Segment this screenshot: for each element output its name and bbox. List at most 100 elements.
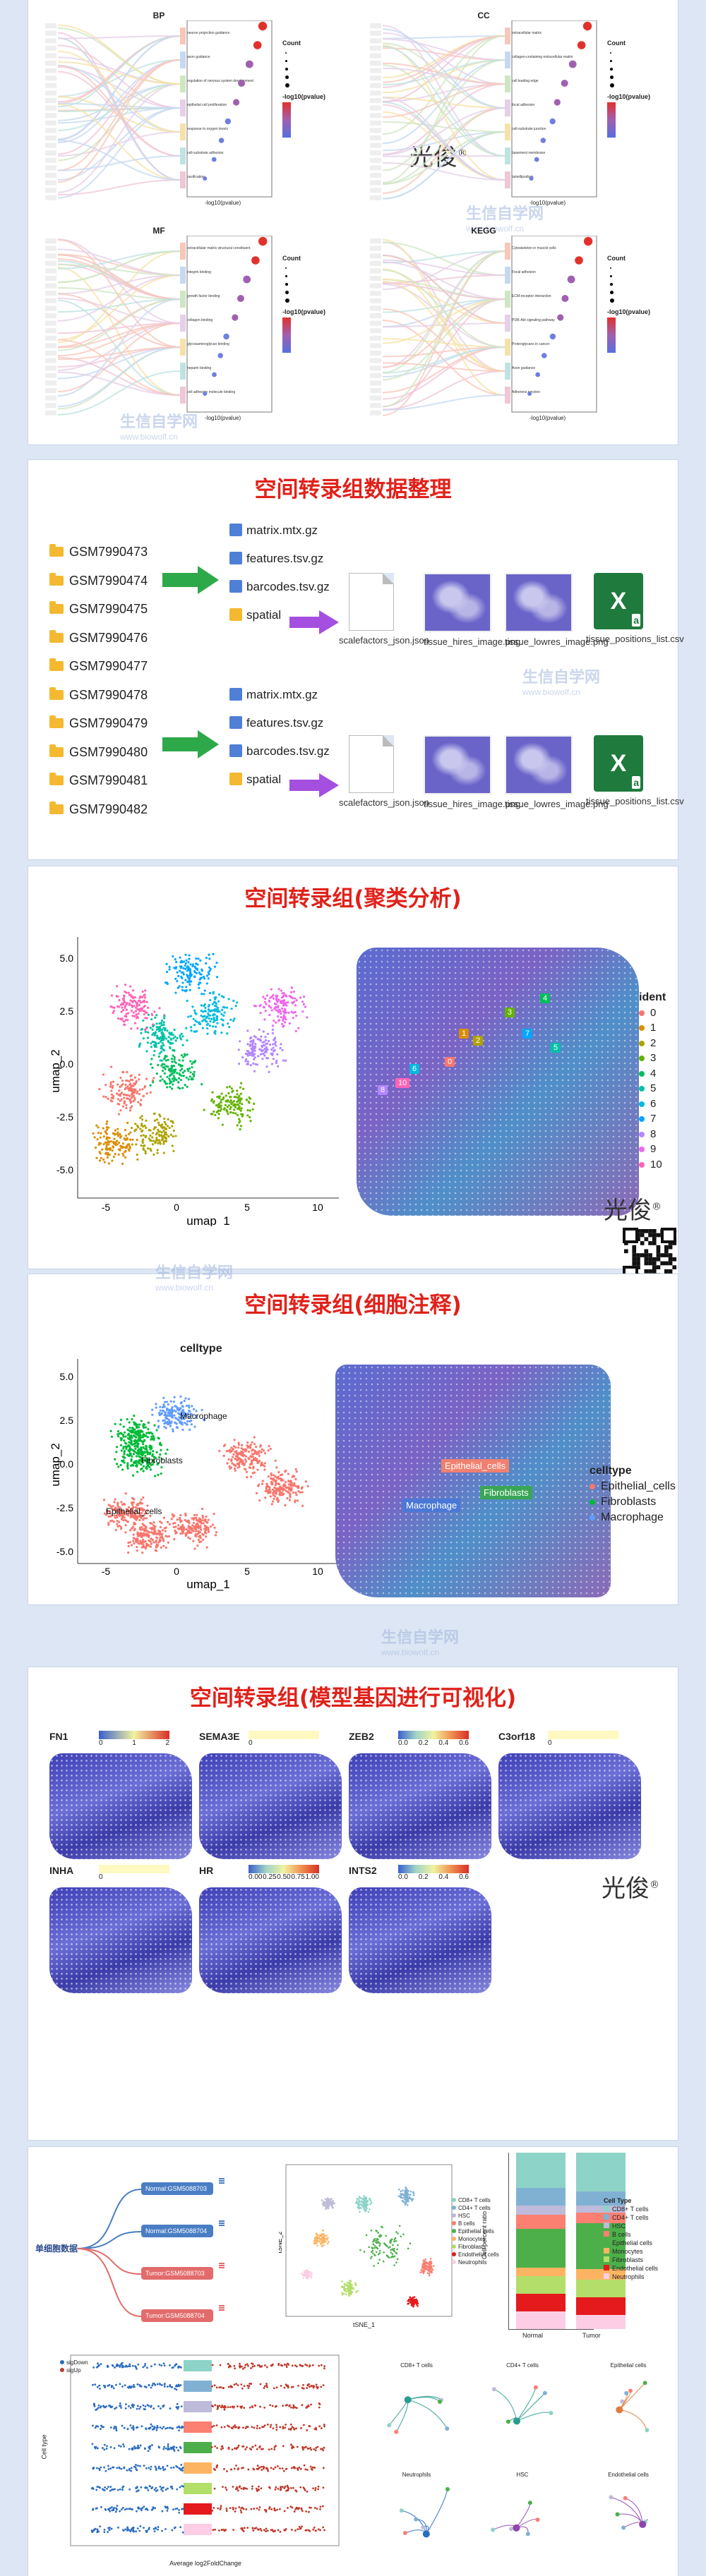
cell-point <box>111 1159 114 1162</box>
gene-label-box <box>45 276 56 281</box>
cell-point <box>258 1038 262 1041</box>
gene-label-box <box>370 165 381 171</box>
cell-point <box>165 1401 169 1403</box>
cell-point <box>236 1093 239 1096</box>
gene-label-box <box>370 313 381 318</box>
term-band <box>505 387 510 404</box>
cell-point <box>140 1115 143 1118</box>
ident-legend-item: 10 <box>639 1157 666 1173</box>
cell-point <box>127 1087 130 1090</box>
ident-label: 9 <box>650 1143 657 1155</box>
cell-point <box>239 1040 241 1043</box>
sample-group: Tumor:GSM5088704 <box>141 2309 213 2322</box>
gene-scale-tick: 0.4 <box>438 1873 449 1881</box>
volcano-point-up <box>214 2404 217 2407</box>
cell-point <box>162 1142 165 1145</box>
sample-list: GSM7990473 GSM7990474 GSM7990475 GSM7990476… <box>49 538 148 823</box>
cell-point <box>164 1427 167 1429</box>
cell-point <box>222 1108 226 1111</box>
cell-point <box>138 1448 140 1451</box>
volcano-point-up <box>297 2384 299 2387</box>
cell-point <box>278 1488 281 1491</box>
cell-point <box>164 1422 168 1425</box>
volcano-point-down <box>130 2385 133 2388</box>
cell-point <box>203 977 206 980</box>
sample-name: GSM7990475 <box>69 602 148 616</box>
gene-scale-tick: 0 <box>548 1739 552 1747</box>
sankey-link <box>57 250 181 284</box>
cell-point <box>166 1417 169 1420</box>
tsne-point <box>396 2248 398 2251</box>
tsne-point <box>430 2262 433 2264</box>
cell-point <box>184 1054 186 1057</box>
cell-point <box>171 1042 174 1045</box>
cell-point <box>282 1479 285 1482</box>
qr-module <box>644 1261 649 1266</box>
cell-point <box>249 1444 252 1446</box>
cell-point <box>135 1143 138 1146</box>
cell-point <box>138 1516 141 1518</box>
cell-point <box>166 1449 169 1451</box>
cell-point <box>238 1121 241 1124</box>
cell-point <box>179 1420 182 1423</box>
tsne-point <box>350 2286 353 2289</box>
cell-point <box>171 1087 174 1090</box>
cell-point <box>126 1508 129 1511</box>
volcano-point-down <box>110 2385 113 2387</box>
qr-module <box>632 1249 637 1254</box>
volcano-point-up <box>313 2448 316 2450</box>
cell-point <box>167 1541 169 1544</box>
cell-point <box>178 969 181 972</box>
cell-point <box>114 1152 116 1156</box>
cell-point <box>157 1473 160 1476</box>
cell-point <box>201 1507 204 1511</box>
cell-point <box>174 1068 177 1071</box>
cell-point <box>205 982 208 985</box>
cell-point <box>144 1540 147 1543</box>
volcano-point-up <box>295 2407 298 2409</box>
cell-point <box>140 1467 143 1470</box>
cluster-label: 1 <box>459 1029 469 1039</box>
cell-point <box>179 1063 182 1067</box>
cell-point <box>162 1044 165 1047</box>
volcano-point-up <box>287 2362 289 2365</box>
gene-label-box <box>370 291 381 296</box>
volcano-point-down <box>151 2428 154 2431</box>
cell-point <box>167 1419 171 1422</box>
sankey-link <box>382 298 505 408</box>
archive-icon <box>229 688 242 701</box>
cell-point <box>167 1415 169 1417</box>
volcano-point-down <box>156 2383 159 2385</box>
tsne-point <box>400 2235 402 2237</box>
sample-folder: GSM7990479 <box>49 709 148 738</box>
cell-point <box>140 1420 143 1422</box>
cell-point <box>152 1461 156 1463</box>
volcano-point-up <box>244 2427 247 2429</box>
gene-scale-tick: 0.2 <box>418 1873 429 1881</box>
cell-point <box>160 1521 163 1524</box>
cell-point <box>272 1494 275 1496</box>
term-band <box>505 75 510 92</box>
cell-point <box>147 1031 150 1034</box>
cell-point <box>152 1139 155 1142</box>
cell-point <box>230 1008 233 1010</box>
cell-point <box>121 1142 124 1145</box>
sankey-link <box>382 107 505 156</box>
cell-point <box>128 1138 132 1141</box>
tsne-point <box>320 2242 322 2244</box>
cell-point <box>155 1042 157 1046</box>
cell-point <box>202 1533 205 1536</box>
qr-module <box>648 1233 652 1238</box>
cell-point <box>187 961 190 964</box>
sample-branch-box <box>219 2225 225 2226</box>
ident-legend-item: 8 <box>639 1127 666 1142</box>
cell-point <box>128 1434 131 1437</box>
term-band <box>180 387 186 404</box>
cell-point <box>179 1402 182 1405</box>
volcano-point-down <box>124 2403 127 2406</box>
term-band <box>180 291 186 308</box>
cell-point <box>116 1083 119 1086</box>
cell-point <box>134 1422 137 1425</box>
cell-point <box>267 1492 270 1494</box>
qr-module <box>640 1241 645 1245</box>
